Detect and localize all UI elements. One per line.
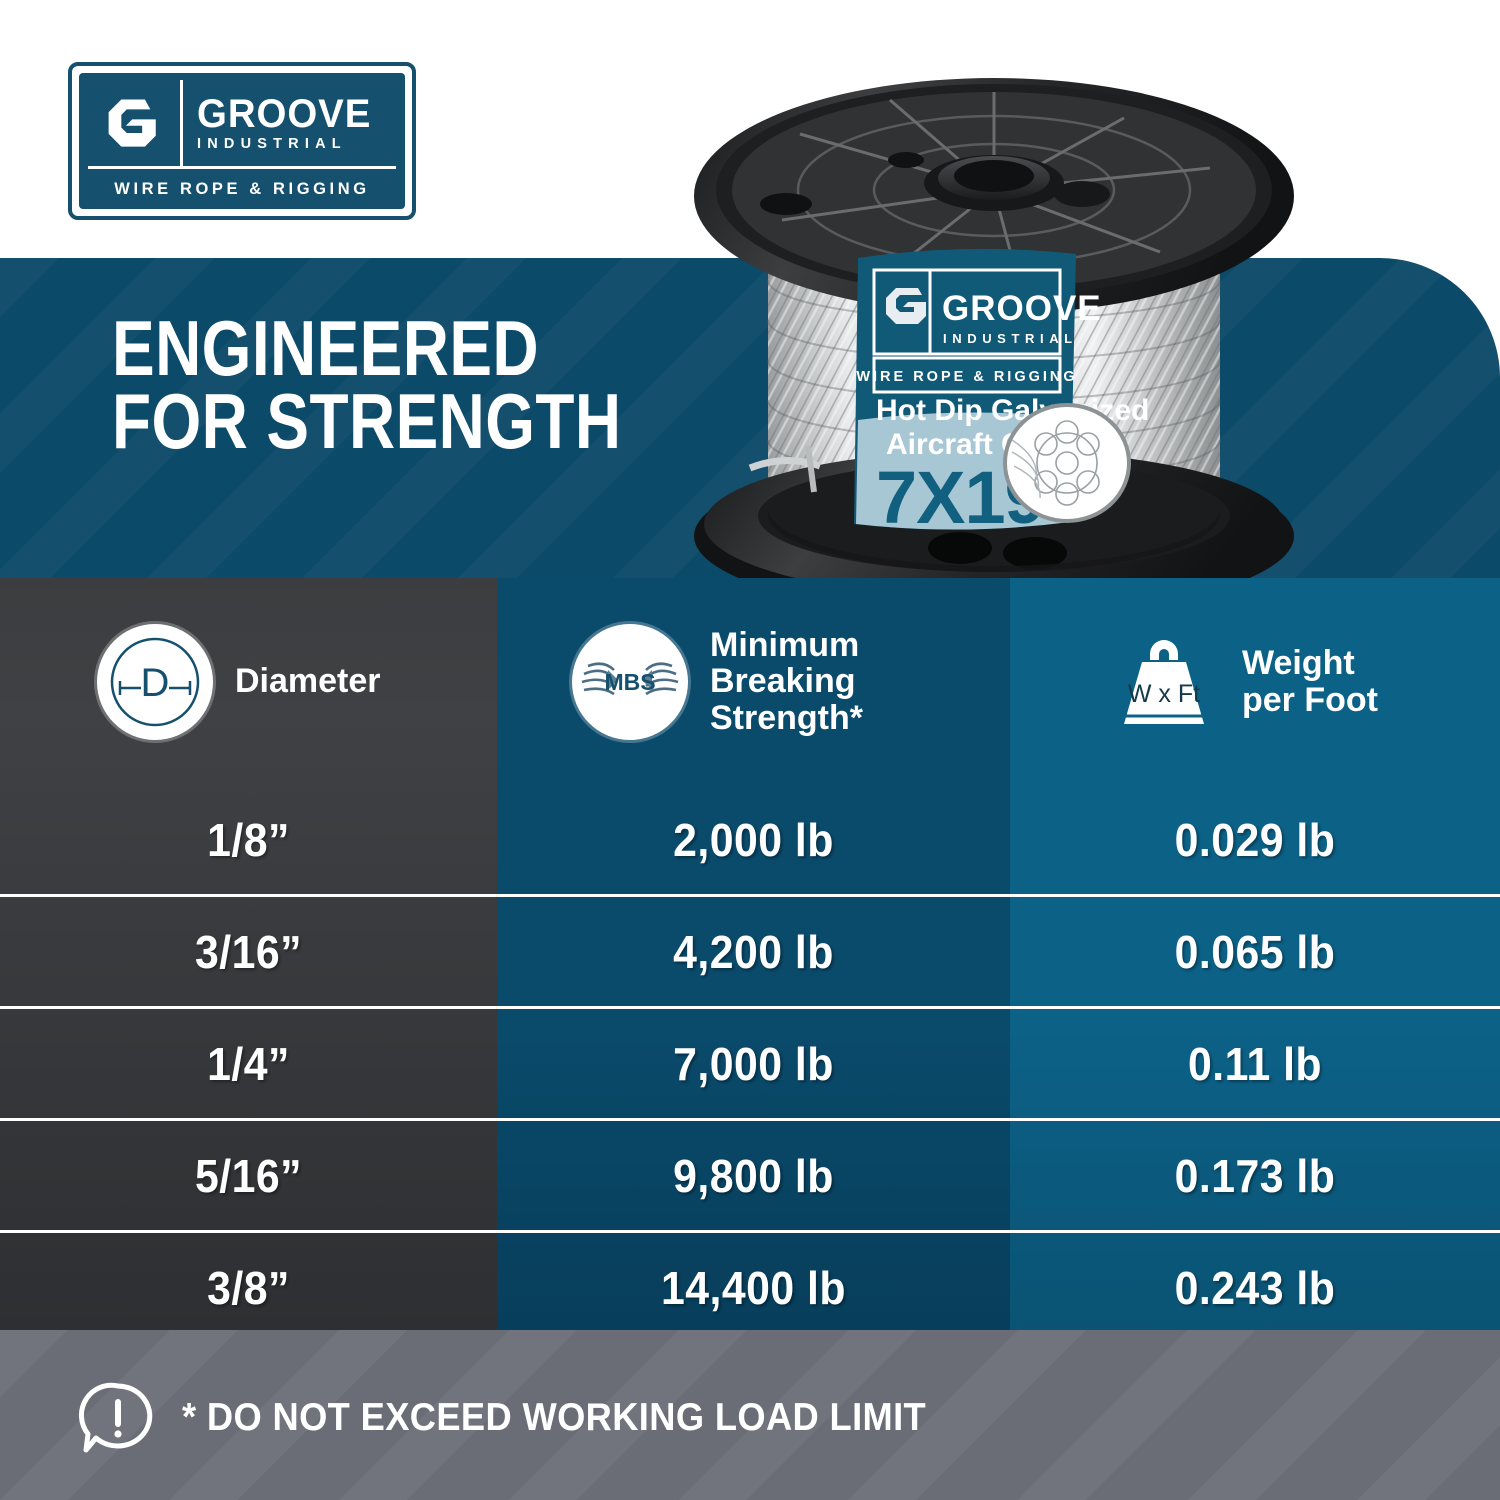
- cell-diameter: 1/8”: [207, 813, 290, 866]
- spool-illustration: GROOVE INDUSTRIAL WIRE ROPE & RIGGING Ho…: [694, 78, 1294, 616]
- table-header: D Diameter: [0, 578, 1500, 785]
- product-image: GROOVE INDUSTRIAL WIRE ROPE & RIGGING Ho…: [690, 8, 1330, 633]
- table-row: 1/4” 7,000 lb 0.11 lb: [0, 1006, 1500, 1118]
- logo-tagline-row: WIRE ROPE & RIGGING: [79, 169, 405, 209]
- cell-weight: 0.11 lb: [1187, 1037, 1323, 1090]
- column-band-diameter: [0, 578, 497, 1330]
- diameter-icon: D: [97, 623, 213, 740]
- svg-text:INDUSTRIAL: INDUSTRIAL: [943, 331, 1078, 346]
- cell-mbs: 14,400 lb: [661, 1261, 846, 1314]
- cell-diameter: 5/16”: [195, 1149, 302, 1202]
- groove-g-monogram-icon: [108, 99, 156, 147]
- svg-text:D: D: [141, 661, 170, 705]
- mbs-icon: MBS: [572, 623, 688, 740]
- table-header-diameter: D Diameter: [97, 578, 381, 785]
- weight-glyph: W x Ft: [1124, 639, 1204, 724]
- cell-mbs: 7,000 lb: [673, 1037, 834, 1090]
- brand-logo: GROOVE INDUSTRIAL WIRE ROPE & RIGGING: [68, 62, 416, 220]
- cell-diameter: 1/4”: [207, 1037, 290, 1090]
- cell-mbs: 2,000 lb: [673, 813, 834, 866]
- table-row: 3/16” 4,200 lb 0.065 lb: [0, 894, 1500, 1006]
- cell-weight: 0.029 lb: [1174, 813, 1336, 866]
- hero-panel: [0, 258, 1500, 580]
- table-row: 5/16” 9,800 lb 0.173 lb: [0, 1118, 1500, 1230]
- column-band-weight: [1010, 578, 1500, 1330]
- logo-wordmark: GROOVE INDUSTRIAL: [183, 91, 396, 152]
- exclamation-bubble-icon: [78, 1382, 153, 1453]
- cell-diameter: 3/8”: [207, 1261, 290, 1314]
- svg-text:W x Ft: W x Ft: [1128, 680, 1200, 708]
- svg-text:MBS: MBS: [604, 669, 655, 695]
- page-title: ENGINEERED FOR STRENGTH: [112, 304, 622, 465]
- logo-inner: GROOVE INDUSTRIAL WIRE ROPE & RIGGING: [79, 73, 405, 209]
- table-body: 1/8” 2,000 lb 0.029 lb 3/16” 4,200 lb 0.…: [0, 785, 1500, 1342]
- footer-diagonal-stripes: [0, 1330, 1500, 1500]
- logo-brand-sub: INDUSTRIAL: [197, 135, 347, 152]
- cell-weight: 0.243 lb: [1174, 1261, 1336, 1314]
- cell-mbs: 4,200 lb: [673, 925, 834, 978]
- cell-mbs: 9,800 lb: [673, 1149, 834, 1202]
- table-header-diameter-label: Diameter: [235, 662, 381, 701]
- logo-brand-name: GROOVE: [197, 91, 372, 136]
- cell-diameter: 3/16”: [195, 925, 302, 978]
- svg-text:WIRE ROPE & RIGGING: WIRE ROPE & RIGGING: [856, 369, 1077, 385]
- table-header-weight: W x Ft Weight per Foot: [1108, 578, 1378, 785]
- logo-tagline: WIRE ROPE & RIGGING: [114, 179, 370, 198]
- diameter-glyph: D: [110, 637, 200, 726]
- mbs-glyph: MBS: [581, 661, 679, 695]
- table-row: 1/8” 2,000 lb 0.029 lb: [0, 785, 1500, 894]
- svg-text:GROOVE: GROOVE: [942, 289, 1102, 328]
- table-header-weight-label: Weight per Foot: [1242, 644, 1378, 719]
- footer-warning-bar: * DO NOT EXCEED WORKING LOAD LIMIT: [0, 1330, 1500, 1500]
- table-row: 3/8” 14,400 lb 0.243 lb: [0, 1230, 1500, 1342]
- spec-table: D Diameter: [0, 578, 1500, 1330]
- table-header-mbs: MBS Minimum Breaking Strength*: [572, 578, 863, 785]
- product-label: GROOVE INDUSTRIAL WIRE ROPE & RIGGING Ho…: [854, 248, 1149, 539]
- table-header-mbs-label: Minimum Breaking Strength*: [710, 625, 863, 737]
- weight-icon: W x Ft: [1108, 624, 1220, 740]
- footer-content: * DO NOT EXCEED WORKING LOAD LIMIT: [78, 1378, 982, 1458]
- cell-weight: 0.065 lb: [1174, 925, 1336, 978]
- footer-warning-text: * DO NOT EXCEED WORKING LOAD LIMIT: [182, 1396, 927, 1439]
- logo-monogram-wrap: [88, 80, 183, 166]
- cable-cross-section-icon: [1003, 403, 1131, 523]
- cell-weight: 0.173 lb: [1174, 1149, 1336, 1202]
- logo-top-row: GROOVE INDUSTRIAL: [88, 80, 396, 169]
